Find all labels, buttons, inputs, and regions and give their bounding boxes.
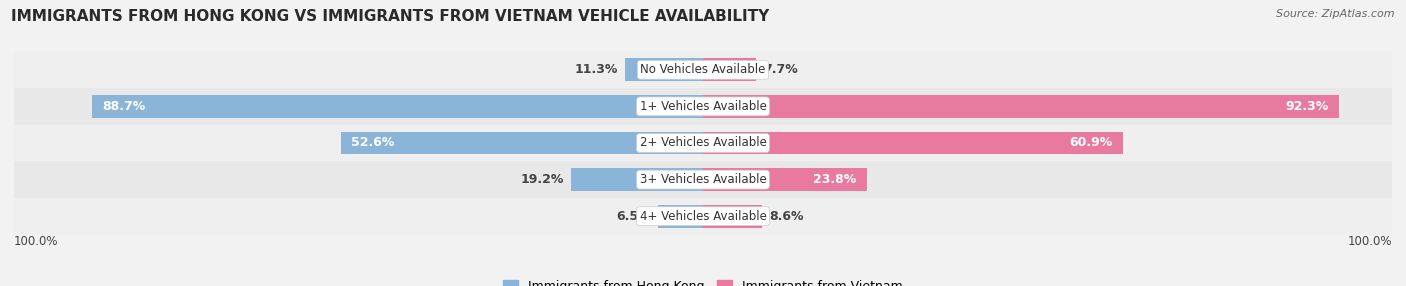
Bar	[703, 132, 1122, 154]
Text: 3+ Vehicles Available: 3+ Vehicles Available	[640, 173, 766, 186]
Text: 52.6%: 52.6%	[352, 136, 394, 150]
Text: 8.6%: 8.6%	[769, 210, 804, 223]
Text: 11.3%: 11.3%	[575, 63, 619, 76]
Bar	[571, 168, 703, 191]
Text: 100.0%: 100.0%	[1347, 235, 1392, 248]
Text: 1+ Vehicles Available: 1+ Vehicles Available	[640, 100, 766, 113]
Bar	[14, 161, 1392, 198]
Text: 100.0%: 100.0%	[14, 235, 59, 248]
Bar	[703, 168, 868, 191]
Text: 2+ Vehicles Available: 2+ Vehicles Available	[640, 136, 766, 150]
Bar	[340, 132, 703, 154]
Text: IMMIGRANTS FROM HONG KONG VS IMMIGRANTS FROM VIETNAM VEHICLE AVAILABILITY: IMMIGRANTS FROM HONG KONG VS IMMIGRANTS …	[11, 9, 769, 23]
Text: Source: ZipAtlas.com: Source: ZipAtlas.com	[1277, 9, 1395, 19]
Bar	[703, 205, 762, 228]
Text: 6.5%: 6.5%	[617, 210, 651, 223]
Text: 60.9%: 60.9%	[1069, 136, 1112, 150]
Text: 92.3%: 92.3%	[1285, 100, 1329, 113]
Bar	[703, 58, 756, 81]
Bar	[658, 205, 703, 228]
Bar	[14, 88, 1392, 125]
Bar	[91, 95, 703, 118]
Legend: Immigrants from Hong Kong, Immigrants from Vietnam: Immigrants from Hong Kong, Immigrants fr…	[498, 275, 908, 286]
Text: 88.7%: 88.7%	[103, 100, 145, 113]
Text: 23.8%: 23.8%	[814, 173, 856, 186]
Bar	[14, 125, 1392, 161]
Text: 7.7%: 7.7%	[763, 63, 797, 76]
Text: 19.2%: 19.2%	[520, 173, 564, 186]
Bar	[626, 58, 703, 81]
Text: 4+ Vehicles Available: 4+ Vehicles Available	[640, 210, 766, 223]
Bar	[703, 95, 1339, 118]
Bar	[14, 51, 1392, 88]
Bar	[14, 198, 1392, 235]
Text: No Vehicles Available: No Vehicles Available	[640, 63, 766, 76]
